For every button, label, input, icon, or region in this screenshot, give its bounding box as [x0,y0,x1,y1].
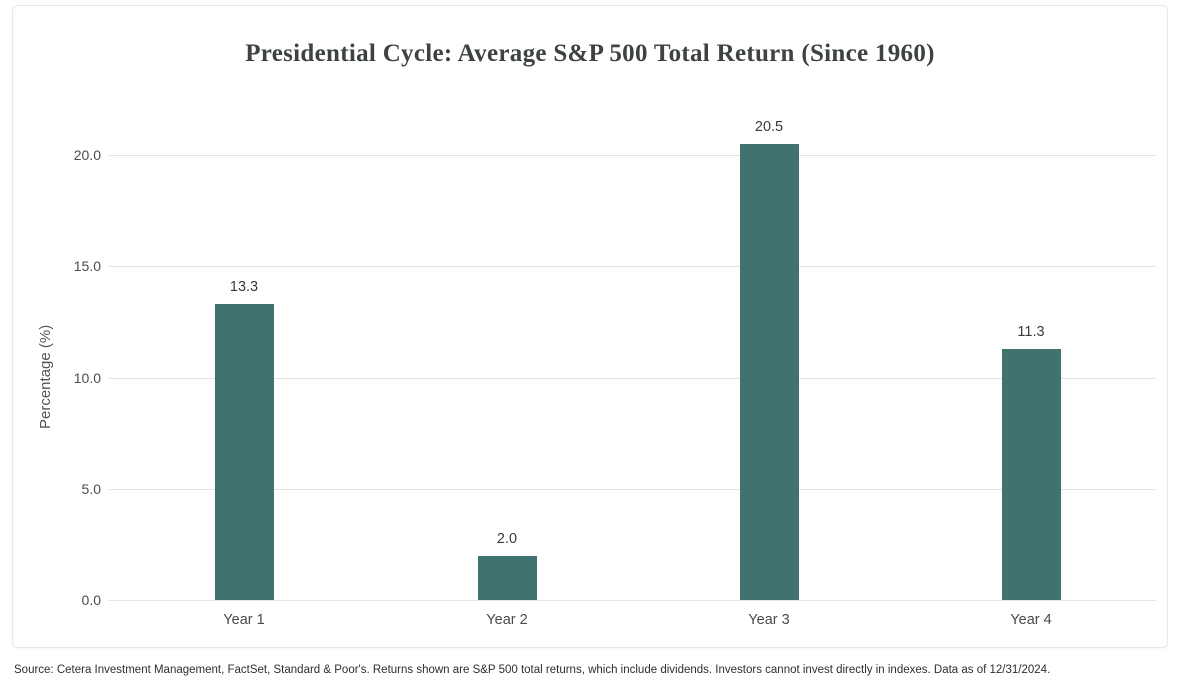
gridline [109,600,1156,601]
chart-card: Presidential Cycle: Average S&P 500 Tota… [12,5,1168,648]
bar-year-1 [214,304,274,600]
y-tick-label: 5.0 [81,480,101,497]
bar-value-label: 20.5 [754,118,784,135]
x-tick-label: Year 1 [223,612,265,628]
y-tick-label: 15.0 [73,258,101,275]
gridline [109,377,1156,379]
gridline [109,488,1156,490]
x-tick-label: Year 3 [748,612,790,628]
gridline [109,266,1156,268]
bar-year-4 [1001,348,1061,600]
bar-value-label: 13.3 [229,279,259,296]
gridline [109,155,1156,156]
x-tick-label: Year 4 [1010,612,1052,628]
y-tick-label: 20.0 [73,147,101,163]
bar-value-label: 11.3 [1017,323,1045,340]
bar-year-3 [739,143,799,600]
source-note: Source: Cetera Investment Management, Fa… [14,664,1051,676]
y-tick-label: 0.0 [81,592,101,608]
bar-value-label: 2.0 [496,530,518,547]
chart-title: Presidential Cycle: Average S&P 500 Tota… [245,40,935,67]
plot-area: 0.0 5.0 10.0 15.0 20.0 13.3 Year 1 2.0 Year 2 20.… [13,6,1167,647]
x-tick-label: Year 2 [486,612,528,628]
y-tick-label: 10.0 [73,369,101,386]
bar-year-2 [477,555,537,600]
